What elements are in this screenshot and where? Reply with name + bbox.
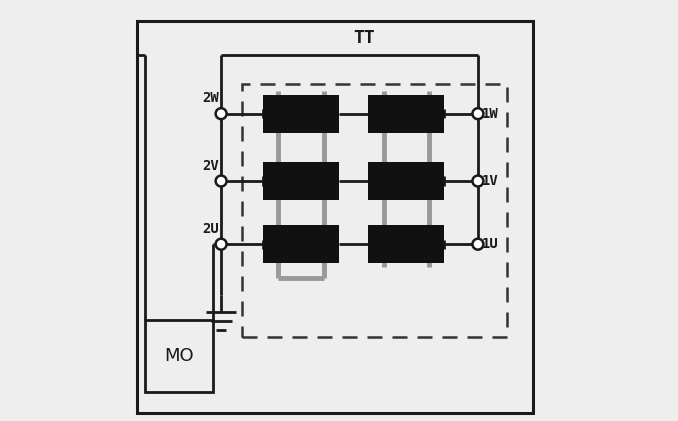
Bar xyxy=(242,84,507,337)
Text: 1W: 1W xyxy=(482,107,499,121)
Text: 2W: 2W xyxy=(202,91,219,105)
Bar xyxy=(145,320,213,392)
Text: TT: TT xyxy=(353,29,375,47)
Bar xyxy=(368,95,444,133)
Text: 1U: 1U xyxy=(482,237,499,251)
Text: 2U: 2U xyxy=(202,222,219,236)
Circle shape xyxy=(473,108,483,119)
Circle shape xyxy=(473,239,483,250)
Circle shape xyxy=(216,239,226,250)
Circle shape xyxy=(216,108,226,119)
Bar xyxy=(368,225,444,263)
Circle shape xyxy=(473,176,483,187)
Bar xyxy=(263,95,339,133)
Text: 2V: 2V xyxy=(202,159,219,173)
Bar xyxy=(263,162,339,200)
Text: MO: MO xyxy=(164,347,194,365)
Bar xyxy=(263,225,339,263)
Text: 1V: 1V xyxy=(482,174,499,188)
Bar xyxy=(368,162,444,200)
Circle shape xyxy=(216,176,226,187)
